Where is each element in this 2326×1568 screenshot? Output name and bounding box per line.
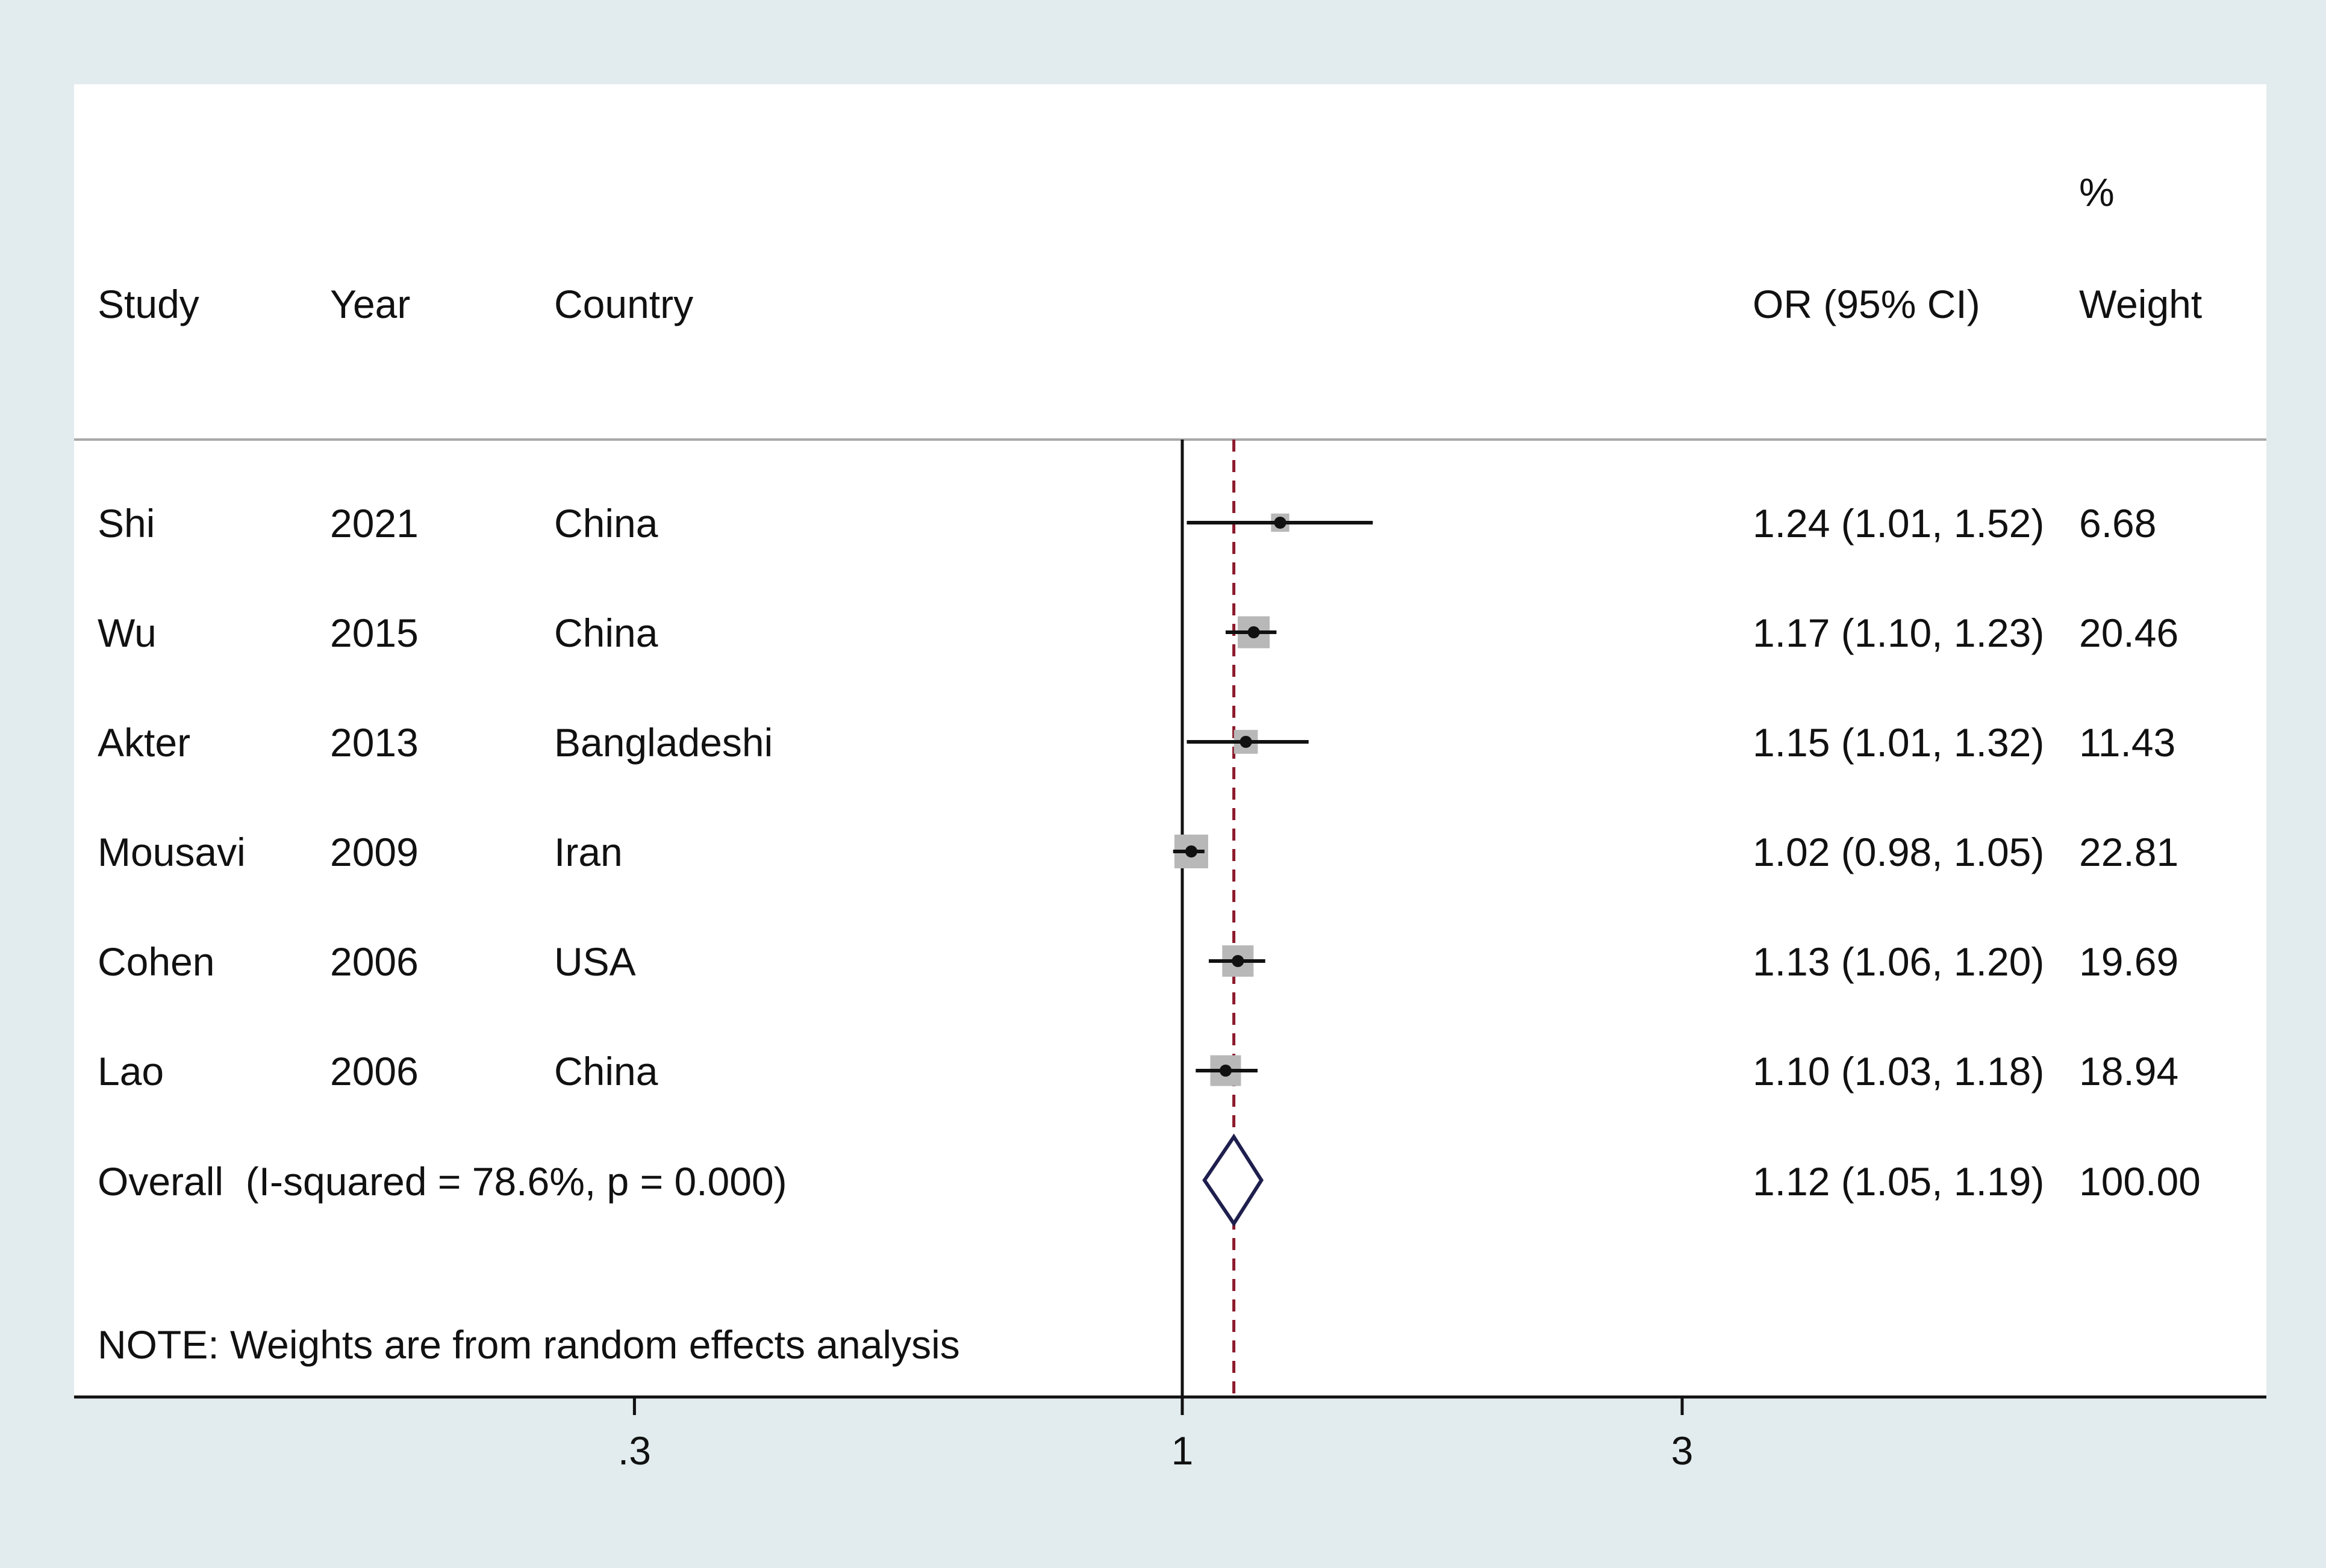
study-or-ci: 1.10 (1.03, 1.18) (1753, 1049, 2044, 1094)
point-estimate (1185, 845, 1197, 857)
overall-diamond (1202, 1133, 1264, 1227)
x-tick-label: .3 (618, 1428, 651, 1473)
study-country: Bangladeshi (554, 720, 773, 765)
study-row: Wu 2015 China 1.17 (1.10, 1.23) 20.46 (98, 611, 2178, 655)
study-country: Iran (554, 830, 623, 874)
x-axis-ticks: .3 1 3 (618, 1397, 1693, 1473)
study-country: China (554, 1049, 658, 1094)
study-name: Akter (98, 720, 190, 765)
study-year: 2015 (330, 611, 419, 655)
point-estimate (1247, 626, 1260, 638)
study-row: Cohen 2006 USA 1.13 (1.06, 1.20) 19.69 (98, 939, 2178, 984)
header-weight-percent: % (2079, 170, 2115, 214)
point-estimate (1239, 736, 1252, 748)
study-name: Mousavi (98, 830, 246, 874)
study-year: 2013 (330, 720, 419, 765)
study-name: Lao (98, 1049, 164, 1094)
study-year: 2006 (330, 939, 419, 984)
header-year: Year (330, 282, 410, 326)
overall-weight: 100.00 (2079, 1159, 2201, 1204)
study-year: 2021 (330, 501, 419, 546)
header-country: Country (554, 282, 693, 326)
study-or-ci: 1.13 (1.06, 1.20) (1753, 939, 2044, 984)
point-estimate (1232, 955, 1244, 967)
header-study: Study (98, 282, 199, 326)
header-weight: Weight (2079, 282, 2202, 326)
study-row: Mousavi 2009 Iran 1.02 (0.98, 1.05) 22.81 (98, 830, 2178, 874)
study-rows: Shi 2021 China 1.24 (1.01, 1.52) 6.68 Wu 2015 C… (98, 501, 2178, 1094)
overall-or-ci: 1.12 (1.05, 1.19) (1753, 1159, 2044, 1204)
point-estimate (1274, 517, 1286, 529)
study-weight: 6.68 (2079, 501, 2156, 546)
study-or-ci: 1.24 (1.01, 1.52) (1753, 501, 2044, 546)
study-row: Akter 2013 Bangladeshi 1.15 (1.01, 1.32) 11.… (98, 720, 2175, 765)
header-or-ci: OR (95% CI) (1753, 282, 1980, 326)
study-or-ci: 1.17 (1.10, 1.23) (1753, 611, 2044, 655)
x-tick-label: 3 (1671, 1428, 1694, 1473)
study-or-ci: 1.15 (1.01, 1.32) (1753, 720, 2044, 765)
study-country: China (554, 501, 658, 546)
study-weight: 19.69 (2079, 939, 2178, 984)
study-weight: 11.43 (2079, 720, 2175, 765)
study-year: 2006 (330, 1049, 419, 1094)
overall-label: Overall (I-squared = 78.6%, p = 0.000) (98, 1159, 787, 1204)
study-name: Cohen (98, 939, 215, 984)
study-row: Lao 2006 China 1.10 (1.03, 1.18) 18.94 (98, 1049, 2178, 1094)
study-country: USA (554, 939, 636, 984)
study-weight: 20.46 (2079, 611, 2178, 655)
x-tick-label: 1 (1171, 1428, 1194, 1473)
study-or-ci: 1.02 (0.98, 1.05) (1753, 830, 2044, 874)
study-name: Shi (98, 501, 155, 546)
study-row: Shi 2021 China 1.24 (1.01, 1.52) 6.68 (98, 501, 2156, 546)
study-year: 2009 (330, 830, 419, 874)
study-name: Wu (98, 611, 157, 655)
point-estimate (1220, 1065, 1232, 1077)
study-weight: 22.81 (2079, 830, 2178, 874)
study-weight: 18.94 (2079, 1049, 2178, 1094)
plot-panel (74, 84, 2266, 1397)
study-country: China (554, 611, 658, 655)
weights-note: NOTE: Weights are from random effects an… (98, 1322, 960, 1367)
